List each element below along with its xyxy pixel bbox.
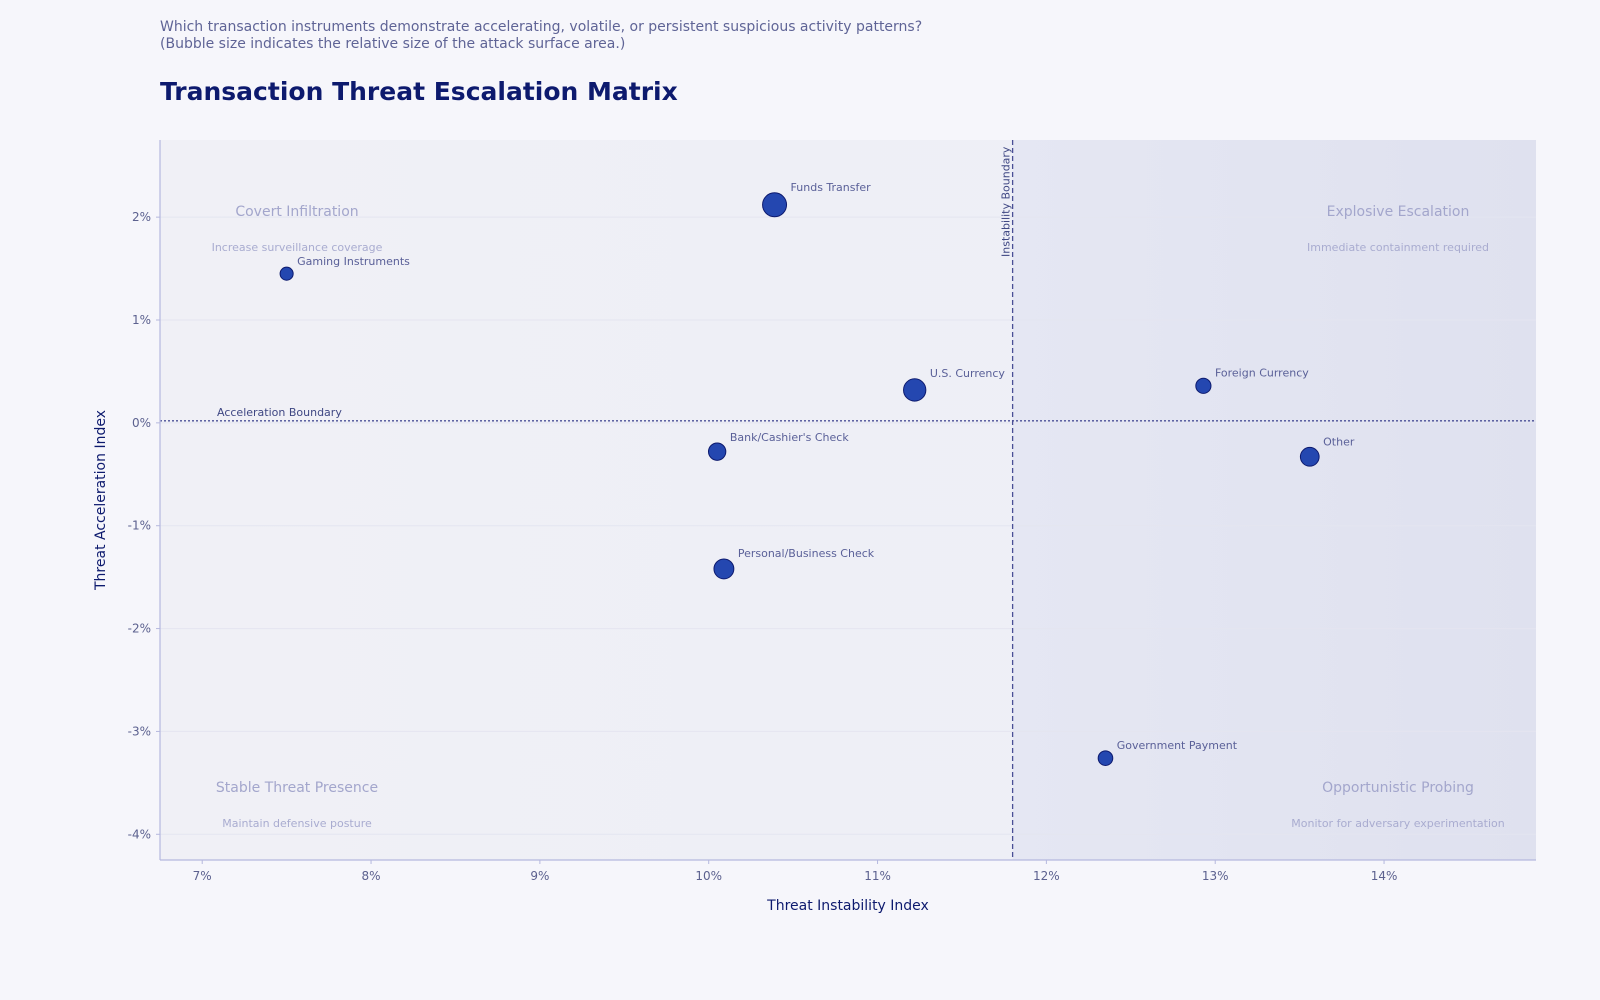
- x-tick-label: 14%: [1371, 869, 1398, 883]
- data-point: [1299, 446, 1320, 467]
- x-tick-label: 8%: [362, 869, 381, 883]
- y-tick-label: -4%: [128, 827, 151, 841]
- subtitle-line-2: (Bubble size indicates the relative size…: [160, 36, 626, 52]
- data-point: [1097, 750, 1114, 766]
- y-tick-label: -3%: [128, 724, 151, 738]
- x-tick-label: 11%: [864, 869, 891, 883]
- quadrant-title-bottom-right: Opportunistic Probing: [1322, 780, 1474, 796]
- x-axis-title: Threat Instability Index: [766, 898, 929, 914]
- data-point-label: Gaming Instruments: [297, 255, 410, 268]
- data-point-label: Government Payment: [1117, 739, 1238, 752]
- y-tick-label: 0%: [132, 416, 151, 430]
- x-tick-label: 7%: [193, 869, 212, 883]
- quadrant-title-bottom-left: Stable Threat Presence: [216, 780, 378, 796]
- instability-boundary-label: Instability Boundary: [1000, 146, 1013, 257]
- data-point-label: Bank/Cashier's Check: [730, 431, 850, 444]
- quadrant-desc-top-right: Immediate containment required: [1307, 241, 1489, 254]
- x-tick-label: 12%: [1033, 869, 1060, 883]
- x-tick-label: 10%: [695, 869, 722, 883]
- quadrant-desc-bottom-left: Maintain defensive posture: [222, 817, 372, 830]
- quadrant-title-top-right: Explosive Escalation: [1327, 204, 1470, 220]
- x-tick-label: 9%: [530, 869, 549, 883]
- y-axis-title: Threat Acceleration Index: [93, 410, 109, 591]
- y-tick-label: -2%: [128, 622, 151, 636]
- data-point-label: Foreign Currency: [1215, 366, 1309, 379]
- data-point-label: Funds Transfer: [791, 181, 872, 194]
- acceleration-boundary-label: Acceleration Boundary: [217, 406, 342, 419]
- y-tick-label: -1%: [128, 519, 151, 533]
- data-point: [903, 378, 927, 402]
- data-point-label: Other: [1323, 435, 1355, 448]
- data-point-label: Personal/Business Check: [738, 547, 875, 560]
- quadrant-desc-top-left: Increase surveillance coverage: [212, 241, 383, 254]
- data-point: [762, 192, 788, 218]
- chart-title: Transaction Threat Escalation Matrix: [160, 77, 678, 106]
- data-point: [707, 442, 727, 461]
- data-point-label: U.S. Currency: [930, 367, 1006, 380]
- y-tick-label: 1%: [132, 313, 151, 327]
- subtitle-line-1: Which transaction instruments demonstrat…: [160, 19, 923, 35]
- quadrant-desc-bottom-right: Monitor for adversary experimentation: [1291, 817, 1504, 830]
- chart-subtitle: Which transaction instruments demonstrat…: [160, 19, 922, 53]
- quadrant-title-top-left: Covert Infiltration: [235, 204, 358, 220]
- data-point: [279, 266, 294, 281]
- x-tick-label: 13%: [1202, 869, 1229, 883]
- data-point: [1195, 377, 1212, 394]
- high-instability-zone: [1012, 140, 1536, 860]
- data-point: [713, 558, 735, 580]
- y-tick-label: 2%: [132, 210, 151, 224]
